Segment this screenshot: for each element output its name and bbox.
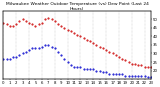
Title: Milwaukee Weather Outdoor Temperature (vs) Dew Point (Last 24 Hours): Milwaukee Weather Outdoor Temperature (v… [6, 2, 149, 11]
